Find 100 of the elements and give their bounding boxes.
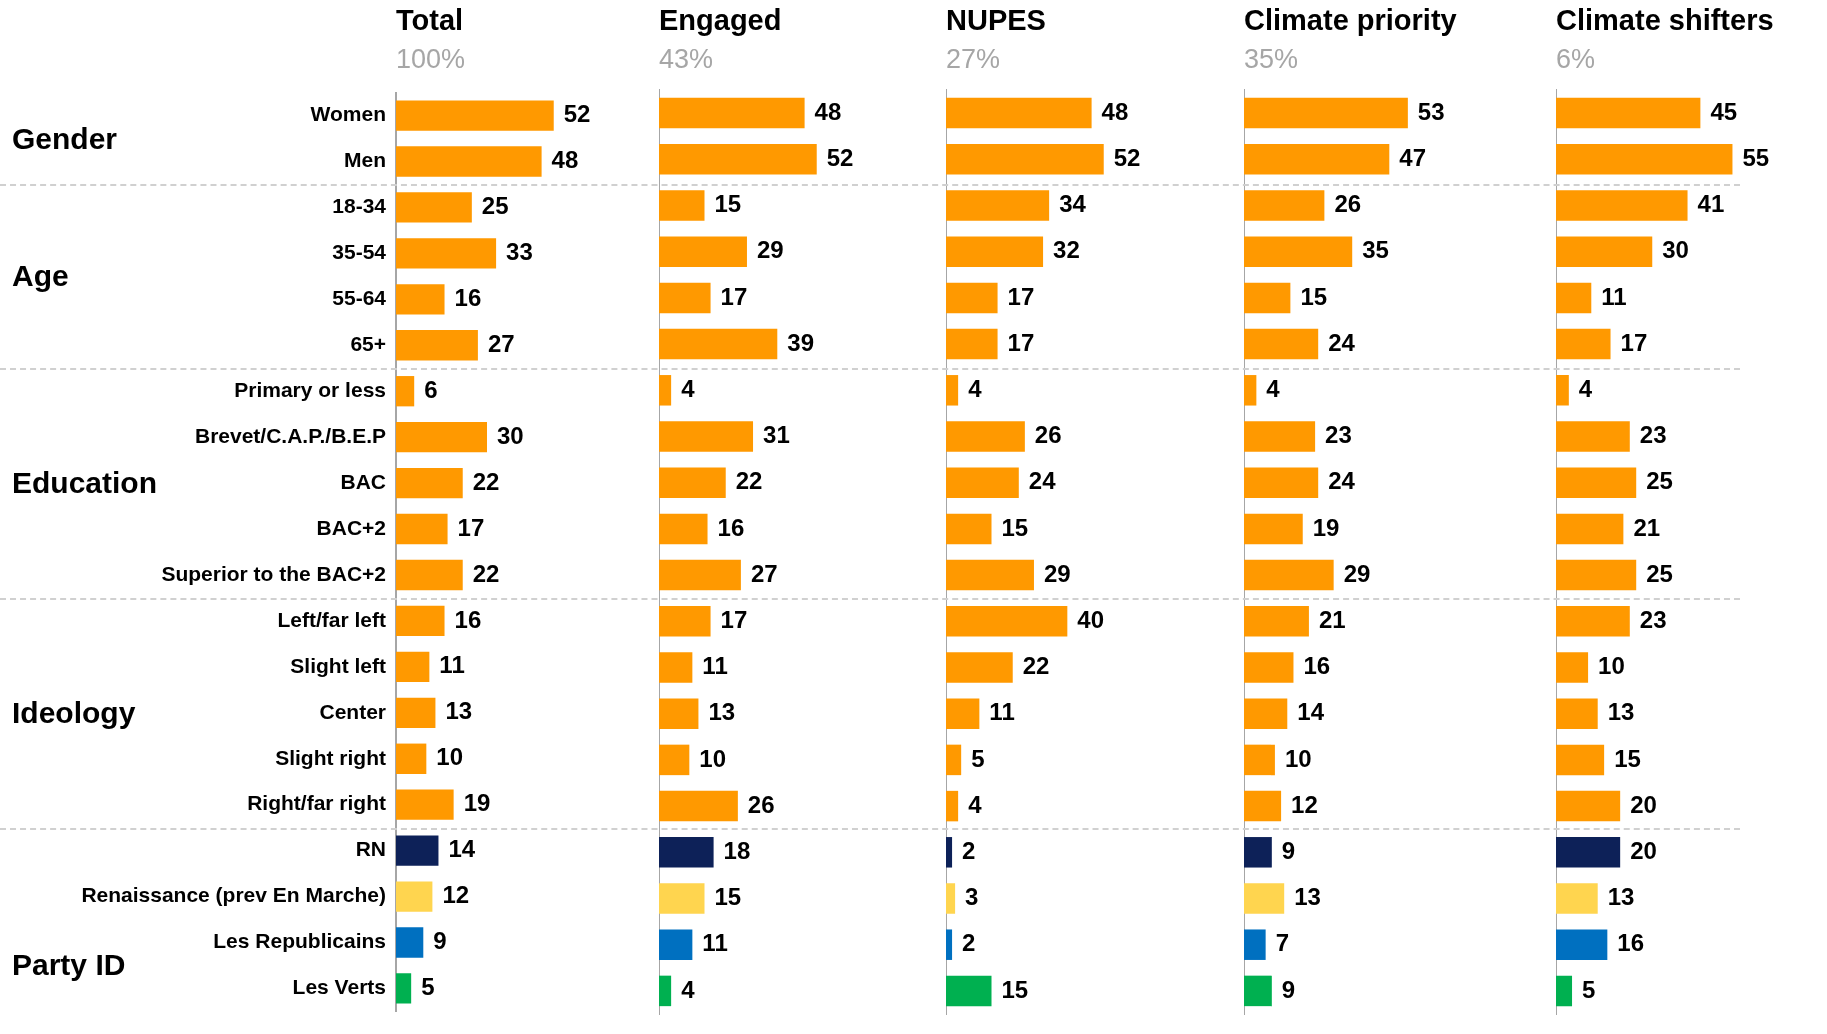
data-label: 23 — [1639, 605, 1667, 633]
bar — [396, 192, 472, 223]
y-tick-label: Renaissance (prev En Marche) — [81, 883, 386, 907]
data-label: 10 — [436, 743, 464, 771]
data-label: 16 — [454, 605, 482, 633]
data-label: 26 — [747, 790, 775, 818]
data-label: 26 — [1334, 190, 1362, 218]
bar — [659, 837, 714, 868]
y-tick-label: Left/far left — [277, 607, 386, 631]
data-label: 17 — [457, 513, 485, 541]
y-tick-label: RN — [355, 837, 386, 861]
data-label: 4 — [968, 790, 983, 818]
bar — [1556, 328, 1611, 360]
bar — [946, 190, 1050, 221]
y-tick-label: 55-64 — [332, 286, 387, 310]
bar — [659, 559, 741, 591]
bar — [1244, 837, 1272, 868]
data-label: 30 — [1662, 236, 1689, 264]
data-label: 39 — [787, 328, 814, 356]
bar — [659, 97, 805, 129]
bar — [946, 236, 1044, 267]
bar — [1244, 282, 1291, 314]
data-label: 13 — [708, 698, 736, 726]
text: Ideology — [12, 695, 136, 730]
data-label: 14 — [448, 835, 476, 863]
bar — [659, 652, 693, 683]
data-label: 27 — [750, 559, 778, 587]
data-label: 12 — [442, 881, 470, 909]
bar — [1244, 975, 1272, 1007]
bar — [1556, 144, 1733, 175]
bar — [659, 513, 708, 545]
bar — [946, 97, 1092, 129]
bar — [946, 606, 1068, 637]
data-label: 15 — [1300, 282, 1328, 310]
data-label: 29 — [1043, 559, 1071, 587]
bar — [396, 376, 415, 407]
data-label: 4 — [681, 975, 696, 1003]
chart-subtitle: 35% — [1244, 44, 1299, 75]
bar — [396, 559, 463, 591]
chart-title: Engaged — [659, 4, 782, 37]
data-label: 4 — [1578, 374, 1593, 402]
bar — [1556, 97, 1701, 129]
data-label: 34 — [1059, 190, 1087, 218]
data-label: 16 — [454, 283, 482, 311]
y-tick-label: Slight left — [290, 653, 386, 677]
data-label: 52 — [826, 143, 854, 171]
data-label: 48 — [551, 146, 579, 174]
y-tick-label: Right/far right — [247, 791, 386, 815]
data-label: 10 — [699, 744, 727, 772]
bar — [946, 559, 1034, 591]
data-label: 11 — [1601, 282, 1627, 310]
bar — [396, 513, 448, 545]
text: Party ID — [12, 948, 126, 983]
bar — [1556, 375, 1569, 406]
data-label: 29 — [1343, 559, 1371, 587]
data-label: 29 — [756, 236, 784, 264]
y-tick-label: 65+ — [350, 332, 386, 356]
data-label: 3 — [965, 883, 979, 911]
bar — [946, 929, 953, 960]
data-label: 41 — [1697, 190, 1725, 218]
data-label: 10 — [1284, 744, 1312, 772]
bar — [396, 100, 554, 131]
text: Gender — [12, 121, 118, 156]
data-label: 25 — [481, 192, 509, 220]
bar — [1244, 513, 1303, 545]
data-label: 5 — [421, 973, 435, 1001]
bar — [946, 698, 980, 729]
bar — [396, 330, 478, 361]
bar — [946, 652, 1013, 683]
data-label: 11 — [439, 651, 465, 679]
bar — [659, 698, 699, 729]
y-tick-label: Women — [310, 102, 386, 126]
bar — [1556, 744, 1605, 776]
bar — [1556, 467, 1637, 498]
bar — [946, 975, 992, 1007]
data-label: 21 — [1633, 513, 1661, 541]
bar — [659, 328, 778, 360]
bar — [659, 144, 817, 175]
bar — [396, 743, 427, 774]
data-label: 15 — [1001, 513, 1029, 541]
bar — [1244, 421, 1316, 452]
data-label: 23 — [1639, 421, 1667, 449]
bar — [946, 744, 962, 776]
data-label: 19 — [1312, 513, 1340, 541]
data-label: 22 — [472, 467, 500, 495]
y-tick-label: Primary or less — [234, 378, 386, 402]
y-tick-label: 35-54 — [332, 240, 387, 264]
bar — [1556, 559, 1637, 591]
bar — [946, 282, 998, 314]
bar — [659, 421, 754, 452]
bar — [659, 236, 747, 267]
bar — [946, 513, 992, 545]
data-label: 9 — [1281, 836, 1296, 864]
bar — [396, 927, 424, 958]
bar — [1244, 698, 1288, 729]
data-label: 22 — [735, 467, 763, 495]
bar — [1244, 883, 1285, 914]
chart-title: Climate priority — [1244, 4, 1457, 37]
text: Age — [12, 259, 69, 294]
bar — [396, 651, 430, 683]
